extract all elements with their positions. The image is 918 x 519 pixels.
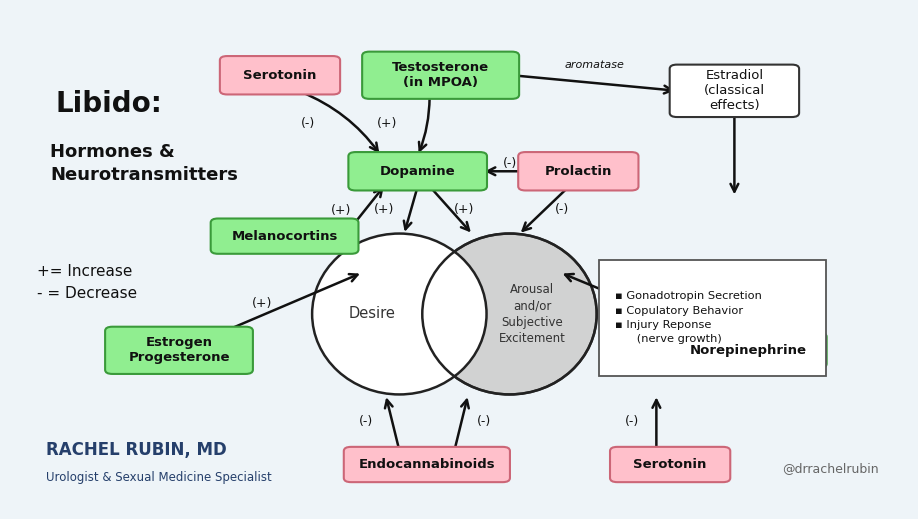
- Text: aromatase: aromatase: [565, 60, 625, 70]
- Ellipse shape: [312, 234, 487, 394]
- Text: Dopamine: Dopamine: [380, 165, 455, 178]
- Text: Serotonin: Serotonin: [243, 69, 317, 82]
- Text: Melanocortins: Melanocortins: [231, 229, 338, 243]
- FancyBboxPatch shape: [362, 52, 520, 99]
- Text: Testosterone
(in MPOA): Testosterone (in MPOA): [392, 61, 489, 89]
- FancyBboxPatch shape: [519, 152, 639, 190]
- Text: (+): (+): [252, 297, 272, 310]
- Text: (+): (+): [453, 202, 474, 216]
- Text: (+): (+): [649, 297, 669, 310]
- Text: @drrachelrubin: @drrachelrubin: [782, 462, 879, 475]
- Text: (-): (-): [359, 415, 374, 429]
- Text: (-): (-): [300, 117, 315, 130]
- FancyBboxPatch shape: [106, 327, 252, 374]
- Text: (-): (-): [554, 202, 569, 216]
- Text: Hormones &
Neurotransmitters: Hormones & Neurotransmitters: [50, 143, 239, 184]
- FancyBboxPatch shape: [670, 333, 826, 368]
- Text: Prolactin: Prolactin: [544, 165, 612, 178]
- Text: ▪ Gonadotropin Secretion
▪ Copulatory Behavior
▪ Injury Reponse
      (nerve gro: ▪ Gonadotropin Secretion ▪ Copulatory Be…: [615, 291, 762, 345]
- Text: RACHEL RUBIN, MD: RACHEL RUBIN, MD: [46, 441, 227, 459]
- Text: (+): (+): [330, 203, 351, 217]
- Ellipse shape: [422, 234, 597, 394]
- FancyBboxPatch shape: [220, 56, 340, 94]
- Text: Estrogen
Progesterone: Estrogen Progesterone: [129, 336, 230, 364]
- Text: Serotonin: Serotonin: [633, 458, 707, 471]
- Text: (+): (+): [374, 202, 394, 216]
- Text: Endocannabinoids: Endocannabinoids: [359, 458, 495, 471]
- FancyBboxPatch shape: [670, 65, 800, 117]
- FancyBboxPatch shape: [349, 152, 487, 190]
- Text: (-): (-): [476, 415, 491, 429]
- Text: (-): (-): [503, 157, 518, 170]
- Text: Desire: Desire: [348, 307, 396, 321]
- FancyBboxPatch shape: [599, 260, 826, 376]
- FancyBboxPatch shape: [344, 447, 510, 482]
- Text: (+): (+): [377, 117, 397, 130]
- Text: Libido:: Libido:: [55, 90, 162, 118]
- Text: (-): (-): [624, 415, 639, 429]
- FancyBboxPatch shape: [610, 447, 731, 482]
- FancyBboxPatch shape: [211, 218, 358, 254]
- Text: Urologist & Sexual Medicine Specialist: Urologist & Sexual Medicine Specialist: [46, 471, 272, 484]
- Text: += Increase
- = Decrease: += Increase - = Decrease: [37, 264, 137, 302]
- Text: Norepinephrine: Norepinephrine: [689, 344, 807, 357]
- Text: Estradiol
(classical
effects): Estradiol (classical effects): [704, 70, 765, 112]
- Text: Arousal
and/or
Subjective
Excitement: Arousal and/or Subjective Excitement: [499, 283, 565, 345]
